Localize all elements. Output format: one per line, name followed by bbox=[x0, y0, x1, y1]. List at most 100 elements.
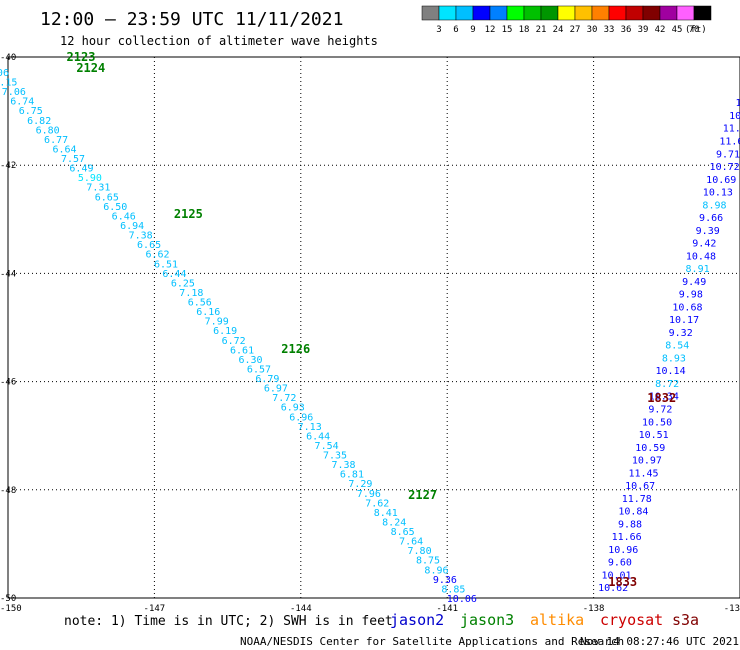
wave-height-label: 10.68 bbox=[672, 302, 702, 313]
color-swatch bbox=[625, 5, 644, 21]
x-tick-label: -138 bbox=[583, 604, 605, 614]
orbit-number-label: 2126 bbox=[281, 342, 310, 356]
color-swatch bbox=[591, 5, 610, 21]
wave-height-label: 6.62 bbox=[145, 250, 169, 261]
satellite-legend: jason2 jason3 altika cryosat s3a bbox=[390, 611, 699, 629]
color-swatch bbox=[557, 5, 576, 21]
orbit-number-label: 2124 bbox=[76, 61, 105, 75]
color-swatch bbox=[659, 5, 678, 21]
orbit-number-label: 2125 bbox=[174, 207, 203, 221]
orbit-number-label: 2123 bbox=[67, 50, 96, 64]
axis-tick-labels: -150 -147 -144 -141 -138 -13 -40 -42 -44 -46 -48 -5… bbox=[0, 53, 740, 614]
wave-height-label: 10.72 bbox=[710, 162, 740, 173]
wave-height-label: 7.64 bbox=[399, 537, 423, 548]
wave-height-label: 6.93 bbox=[0, 58, 1, 69]
wave-height-label: 7.54 bbox=[315, 441, 339, 452]
color-swatch bbox=[642, 5, 661, 21]
wave-height-label: 10.67 bbox=[625, 481, 655, 492]
wave-height-label: 6.96 bbox=[289, 412, 313, 423]
satellite-legend-entry: altika bbox=[530, 611, 584, 629]
color-swatch bbox=[506, 5, 525, 21]
color-scale-tick: 36 bbox=[621, 25, 632, 35]
wave-height-label: 7.57 bbox=[61, 154, 85, 165]
color-scale-tick: 33 bbox=[604, 25, 615, 35]
wave-height-label: 9.49 bbox=[682, 277, 706, 288]
color-swatch bbox=[540, 5, 559, 21]
wave-height-label: 7.35 bbox=[323, 451, 347, 462]
wave-height-label: 9.42 bbox=[692, 239, 716, 250]
orbit-number-label: 1832 bbox=[647, 391, 676, 405]
wave-height-label: 8.65 bbox=[391, 527, 415, 538]
y-tick-label: -42 bbox=[0, 161, 16, 171]
x-tick-label: -144 bbox=[290, 604, 312, 614]
y-tick-label: -46 bbox=[0, 378, 16, 388]
wave-height-label: 6.93 bbox=[281, 403, 305, 414]
color-scale-tick: 9 bbox=[470, 25, 475, 35]
wave-height-label: 8.41 bbox=[374, 508, 398, 519]
wave-height-label: 9.66 bbox=[699, 213, 723, 224]
wave-height-label: 6.46 bbox=[112, 211, 136, 222]
wave-height-label: 10.13 bbox=[703, 188, 733, 199]
wave-height-label: 11.45 bbox=[628, 468, 658, 479]
color-scale-tick: 45 bbox=[672, 25, 683, 35]
wave-height-label: 8.54 bbox=[665, 341, 689, 352]
color-scale-tick: 21 bbox=[536, 25, 547, 35]
wave-height-label: 6.25 bbox=[171, 278, 195, 289]
wave-height-label: 8.85 bbox=[441, 584, 465, 595]
wave-height-label: 7.80 bbox=[408, 546, 432, 557]
footnote: note: 1) Time is in UTC; 2) SWH is in fe… bbox=[64, 614, 393, 629]
wave-height-label: 7.06 bbox=[0, 68, 9, 79]
wave-height-label: 8.72 bbox=[655, 379, 679, 390]
color-scale-tick: 39 bbox=[638, 25, 649, 35]
wave-height-label: 11.66 bbox=[612, 532, 642, 543]
wave-height-label: 6.44 bbox=[162, 269, 186, 280]
color-scale-tick: 12 bbox=[485, 25, 496, 35]
wave-height-label: 7.72 bbox=[272, 393, 296, 404]
wave-height-label: 6.72 bbox=[222, 336, 246, 347]
wave-height-label: 9.32 bbox=[669, 328, 693, 339]
wave-height-label: 10.48 bbox=[686, 251, 716, 262]
orbit-number-label: 1833 bbox=[608, 575, 637, 589]
generated-timestamp: Nov 14 08:27:46 UTC 2021 bbox=[580, 635, 739, 648]
satellite-legend-entry: jason3 bbox=[460, 611, 514, 629]
y-tick-label: -44 bbox=[0, 269, 16, 279]
plot-frame bbox=[7, 56, 740, 599]
wave-height-label: 5.90 bbox=[78, 173, 102, 184]
color-scale-tick: 70 bbox=[689, 25, 700, 35]
wave-height-label: 9.72 bbox=[648, 405, 672, 416]
wave-height-label: 6.74 bbox=[10, 97, 34, 108]
wave-height-label: 10.59 bbox=[635, 443, 665, 454]
color-scale-tick: 30 bbox=[587, 25, 598, 35]
wave-height-label: 7.62 bbox=[365, 498, 389, 509]
wave-height-label: 9.88 bbox=[618, 519, 642, 530]
wave-height-label: 10.62 bbox=[598, 583, 628, 594]
color-scale-tick: 24 bbox=[553, 25, 564, 35]
wave-height-label: 8.24 bbox=[382, 517, 406, 528]
color-swatch bbox=[676, 5, 695, 21]
x-tick-label: -13 bbox=[724, 604, 740, 614]
wave-height-label: 10.50 bbox=[642, 417, 672, 428]
wave-height-label: 6.44 bbox=[306, 431, 330, 442]
color-swatch bbox=[693, 5, 712, 21]
wave-height-label: 8.75 bbox=[416, 556, 440, 567]
wave-height-label: 6.57 bbox=[247, 364, 271, 375]
color-scale-tick: 42 bbox=[655, 25, 666, 35]
wave-height-label: 6.56 bbox=[188, 298, 212, 309]
wave-height-label: 8.93 bbox=[662, 353, 686, 364]
wave-height-label: 10.97 bbox=[632, 456, 662, 467]
y-tick-label: -48 bbox=[0, 486, 16, 496]
color-swatch bbox=[438, 5, 457, 21]
wave-height-label: 7.06 bbox=[2, 87, 26, 98]
wave-height-label: 7.15 bbox=[0, 78, 17, 89]
x-tick-label: -147 bbox=[144, 604, 166, 614]
wave-height-label: 7.18 bbox=[179, 288, 203, 299]
color-scale-tick: 27 bbox=[570, 25, 581, 35]
satellite-legend-entry: jason2 bbox=[390, 611, 444, 629]
wave-height-label: 7.99 bbox=[205, 317, 229, 328]
satellite-tracks: 6.937.067.157.066.746.756.826.806.776.64… bbox=[0, 50, 740, 605]
chart-subtitle: 12 hour collection of altimeter wave hei… bbox=[60, 34, 378, 48]
color-swatch bbox=[421, 5, 440, 21]
wave-height-label: 6.19 bbox=[213, 326, 237, 337]
wave-height-label: 6.77 bbox=[44, 135, 68, 146]
